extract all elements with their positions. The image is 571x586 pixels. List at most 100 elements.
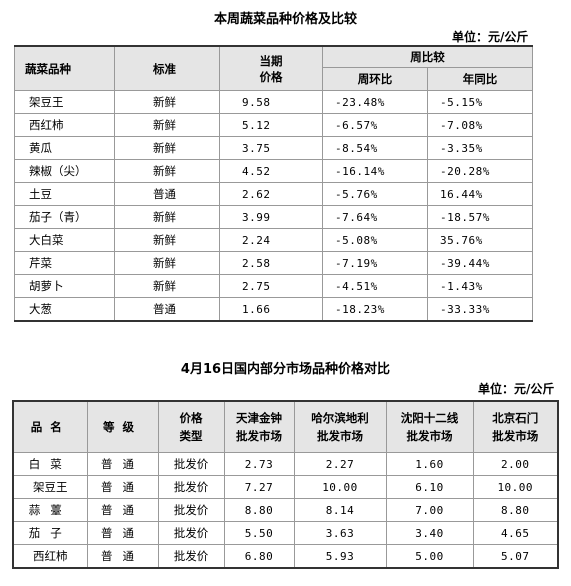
cell-harbin: 8.14 [293,498,387,522]
cell-product: 大白菜 [14,228,115,252]
cell-wow: -7.19% [322,251,428,275]
table-row: 胡萝卜 新鲜 2.75 -4.51% -1.43% [14,274,533,298]
cell-product: 辣椒（尖） [14,159,115,183]
cell-standard: 新鲜 [114,113,220,137]
cell-price: 5.12 [219,113,323,137]
header-m1-line2: 批发市场 [236,429,282,443]
cell-standard: 新鲜 [114,274,220,298]
cell-grade: 普通 [86,544,159,569]
header-market-shenyang: 沈阳十二线 批发市场 [385,400,474,453]
cell-type: 批发价 [157,452,225,476]
table-row: 黄瓜 新鲜 3.75 -8.54% -3.35% [14,136,533,160]
cell-product: 茄子（青） [14,205,115,229]
cell-wow: -18.23% [322,297,428,322]
cell-shenyang: 1.60 [385,452,474,476]
header-wow: 周环比 [322,67,428,91]
cell-standard: 新鲜 [114,205,220,229]
table-row: 芹菜 新鲜 2.58 -7.19% -39.44% [14,251,533,275]
cell-yoy: -7.08% [427,113,533,137]
cell-type: 批发价 [157,544,225,569]
cell-yoy: 35.76% [427,228,533,252]
table-row: 架豆王 新鲜 9.58 -23.48% -5.15% [14,90,533,114]
cell-standard: 新鲜 [114,228,220,252]
header-price: 当期 价格 [219,45,323,91]
cell-standard: 新鲜 [114,136,220,160]
cell-grade: 普通 [86,452,159,476]
header-m3-line2: 批发市场 [406,429,453,443]
cell-tianjin: 5.50 [223,521,295,545]
cell-yoy: -3.35% [427,136,533,160]
cell-yoy: -18.57% [427,205,533,229]
cell-harbin: 5.93 [293,544,387,569]
cell-price: 1.66 [219,297,323,322]
cell-name: 蒜薹 [12,498,88,522]
cell-wow: -16.14% [322,159,428,183]
table-row: 白菜 普通 批发价 2.73 2.27 1.60 2.00 [12,452,559,476]
cell-price: 9.58 [219,90,323,114]
header-price-line2: 价格 [259,69,283,84]
cell-grade: 普通 [86,521,159,545]
header-market-beijing: 北京石门 批发市场 [472,400,559,453]
cell-beijing: 2.00 [472,452,559,476]
cell-name: 西红柿 [12,544,88,569]
cell-yoy: -1.43% [427,274,533,298]
cell-price: 3.75 [219,136,323,160]
table-row: 大白菜 新鲜 2.24 -5.08% 35.76% [14,228,533,252]
cell-wow: -7.64% [322,205,428,229]
cell-standard: 普通 [114,182,220,206]
cell-price: 2.62 [219,182,323,206]
cell-name: 白菜 [12,452,88,476]
cell-shenyang: 5.00 [385,544,474,569]
market-price-table: 品名 等级 价格 类型 天津金钟 批发市场 哈尔滨地利 批发市场 沈阳十二线 批… [12,400,559,569]
header-weekly: 周比较 [322,45,533,68]
cell-wow: -6.57% [322,113,428,137]
header-market-tianjin: 天津金钟 批发市场 [223,400,295,453]
cell-wow: -8.54% [322,136,428,160]
cell-standard: 新鲜 [114,90,220,114]
table-row: 大葱 普通 1.66 -18.23% -33.33% [14,297,533,322]
table-row: 辣椒（尖） 新鲜 4.52 -16.14% -20.28% [14,159,533,183]
header-type-line2: 类型 [179,429,203,443]
cell-price: 4.52 [219,159,323,183]
cell-harbin: 2.27 [293,452,387,476]
header-standard: 标准 [114,45,220,91]
header-name-text: 品名 [30,420,70,434]
cell-type: 批发价 [157,475,225,499]
cell-harbin: 3.63 [293,521,387,545]
header-m4-line2: 批发市场 [492,429,539,443]
header-m2-line1: 哈尔滨地利 [311,411,369,425]
header-name: 品名 [12,400,88,453]
table2-title: 4月16日国内部分市场品种价格对比 [180,362,391,377]
cell-product: 西红柿 [14,113,115,137]
header-grade: 等级 [86,400,159,453]
cell-product: 土豆 [14,182,115,206]
cell-standard: 普通 [114,297,220,322]
table-row: 茄子 普通 批发价 5.50 3.63 3.40 4.65 [12,521,559,545]
cell-price: 2.24 [219,228,323,252]
cell-grade: 普通 [86,475,159,499]
cell-beijing: 5.07 [472,544,559,569]
cell-beijing: 8.80 [472,498,559,522]
table2-unit: 单位：元/公斤 [478,382,555,396]
cell-name: 茄子 [12,521,88,545]
cell-harbin: 10.00 [293,475,387,499]
cell-grade: 普通 [86,498,159,522]
cell-tianjin: 7.27 [223,475,295,499]
header-m3-line1: 沈阳十二线 [400,411,459,425]
cell-shenyang: 7.00 [385,498,474,522]
cell-name: 架豆王 [12,475,88,499]
table-row: 架豆王 普通 批发价 7.27 10.00 6.10 10.00 [12,475,559,499]
table-row: 土豆 普通 2.62 -5.76% 16.44% [14,182,533,206]
cell-wow: -5.76% [322,182,428,206]
cell-tianjin: 6.80 [223,544,295,569]
cell-wow: -23.48% [322,90,428,114]
cell-yoy: -39.44% [427,251,533,275]
cell-wow: -5.08% [322,228,428,252]
cell-price: 3.99 [219,205,323,229]
cell-price: 2.58 [219,251,323,275]
cell-product: 胡萝卜 [14,274,115,298]
table-row: 蒜薹 普通 批发价 8.80 8.14 7.00 8.80 [12,498,559,522]
cell-yoy: -33.33% [427,297,533,322]
cell-yoy: -20.28% [427,159,533,183]
cell-beijing: 4.65 [472,521,559,545]
